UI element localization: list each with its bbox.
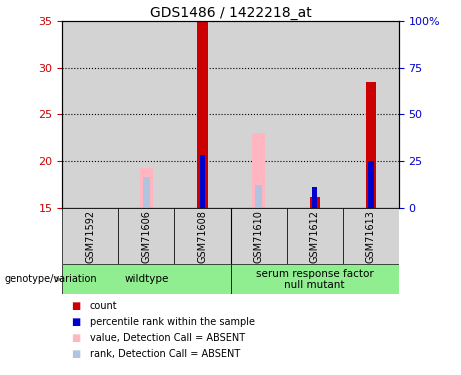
Text: GSM71606: GSM71606 [142, 210, 151, 262]
Bar [252, 133, 265, 208]
Bar [230, 208, 287, 264]
Text: GSM71613: GSM71613 [366, 210, 376, 262]
Bar [62, 21, 118, 208]
Bar [62, 264, 230, 294]
Bar [140, 168, 153, 208]
Title: GDS1486 / 1422218_at: GDS1486 / 1422218_at [150, 6, 311, 20]
Bar [197, 21, 207, 208]
Bar [200, 154, 205, 208]
Text: GSM71592: GSM71592 [85, 210, 95, 263]
Bar [174, 21, 230, 208]
Bar [287, 21, 343, 208]
Text: GSM71612: GSM71612 [310, 210, 319, 263]
Text: ■: ■ [71, 349, 81, 359]
Bar [118, 21, 174, 208]
Text: wildtype: wildtype [124, 274, 169, 284]
Text: GSM71610: GSM71610 [254, 210, 264, 262]
Bar [230, 21, 287, 208]
Bar [287, 208, 343, 264]
Bar [255, 185, 262, 208]
Text: count: count [90, 301, 118, 310]
Text: ■: ■ [71, 333, 81, 343]
Text: rank, Detection Call = ABSENT: rank, Detection Call = ABSENT [90, 349, 240, 359]
Bar [230, 264, 399, 294]
Bar [343, 208, 399, 264]
Text: ■: ■ [71, 317, 81, 327]
Text: percentile rank within the sample: percentile rank within the sample [90, 317, 255, 327]
Text: genotype/variation: genotype/variation [5, 274, 97, 284]
Bar [312, 187, 318, 208]
Bar [143, 177, 150, 208]
Text: GSM71608: GSM71608 [197, 210, 207, 262]
Bar [343, 21, 399, 208]
Bar [118, 208, 174, 264]
Bar [368, 161, 373, 208]
Bar [62, 208, 118, 264]
Bar [310, 197, 319, 208]
Text: serum response factor
null mutant: serum response factor null mutant [256, 268, 373, 290]
Text: value, Detection Call = ABSENT: value, Detection Call = ABSENT [90, 333, 245, 343]
Bar [174, 208, 230, 264]
Bar [366, 82, 376, 208]
Text: ■: ■ [71, 301, 81, 310]
